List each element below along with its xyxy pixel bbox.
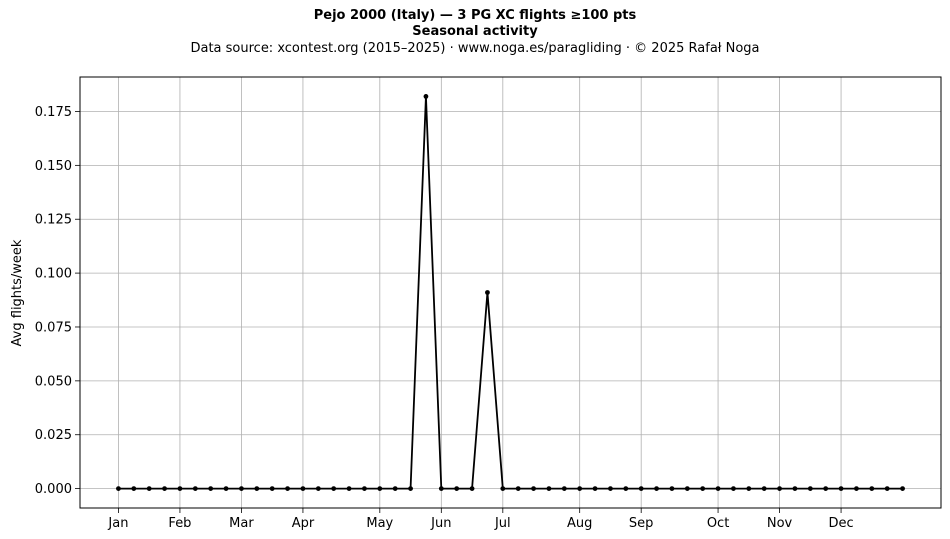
data-point — [485, 290, 490, 295]
y-tick-label: 0.125 — [35, 213, 72, 228]
data-point — [285, 486, 290, 492]
data-point — [684, 486, 690, 492]
data-point — [700, 486, 706, 492]
plot-frame — [79, 76, 942, 509]
chart-subtitle: Seasonal activity — [412, 24, 538, 39]
data-point — [346, 486, 352, 492]
x-tick-label: Apr — [292, 516, 315, 531]
data-point — [239, 486, 244, 492]
y-tick-label: 0.150 — [35, 159, 72, 174]
data-point — [315, 486, 321, 492]
series-line — [118, 95, 903, 490]
data-point — [546, 486, 552, 492]
data-point — [331, 486, 337, 492]
data-point — [162, 486, 167, 492]
data-point — [223, 486, 229, 492]
chart-title: Pejo 2000 (Italy) — 3 PG XC flights ≥100… — [313, 8, 637, 23]
data-point — [854, 486, 859, 492]
data-point — [669, 486, 675, 492]
data-point — [638, 486, 644, 492]
data-point — [900, 486, 905, 492]
data-point — [531, 486, 536, 492]
y-tick-label: 0.100 — [35, 267, 72, 282]
data-point — [623, 486, 629, 492]
data-point — [192, 486, 198, 492]
data-point — [438, 486, 444, 492]
data-point — [761, 486, 767, 492]
data-point — [515, 486, 521, 492]
y-tick-label: 0.075 — [35, 320, 72, 335]
y-tick-label: 0.025 — [35, 428, 72, 443]
data-source-note: Data source: xcontest.org (2015–2025) · … — [190, 41, 760, 56]
x-tick-label: Sep — [629, 516, 654, 531]
data-point — [869, 486, 875, 492]
x-tick-label: Jul — [494, 516, 511, 531]
data-point — [838, 486, 844, 492]
data-point — [577, 486, 583, 492]
data-point — [746, 486, 752, 492]
data-point — [208, 486, 214, 492]
x-tick-label: Aug — [567, 516, 592, 531]
axis-ticks: Jan Feb Mar Apr May Jun Jul Aug Sep Oct Nov Dec 0.00… — [35, 105, 854, 531]
x-tick-label: Feb — [168, 516, 191, 531]
data-point — [131, 486, 137, 492]
x-tick-label: Jan — [107, 516, 128, 531]
x-tick-label: May — [366, 516, 393, 531]
x-tick-label: Nov — [767, 516, 793, 531]
data-point — [177, 486, 183, 492]
data-point — [146, 486, 152, 492]
data-point — [454, 486, 460, 492]
series-layer — [116, 93, 905, 492]
x-tick-label: Jun — [430, 516, 451, 531]
chart-titles: Pejo 2000 (Italy) — 3 PG XC flights ≥100… — [0, 8, 950, 58]
data-point — [561, 486, 567, 492]
data-point — [777, 486, 782, 492]
y-axis-label: Avg flights/week — [10, 239, 25, 346]
data-point — [254, 486, 260, 492]
data-point — [269, 486, 275, 492]
data-point — [654, 486, 659, 492]
data-point — [715, 486, 721, 492]
x-tick-label: Dec — [828, 516, 853, 531]
data-point — [469, 486, 475, 492]
data-point — [807, 486, 813, 492]
data-point — [500, 486, 506, 492]
data-point — [592, 486, 598, 492]
data-point — [792, 486, 798, 492]
grid-lines — [80, 77, 941, 508]
data-point — [408, 486, 413, 492]
data-point — [300, 486, 306, 492]
data-point — [423, 93, 429, 99]
data-point — [392, 486, 398, 492]
data-point — [362, 486, 367, 492]
x-tick-label: Oct — [707, 516, 729, 531]
data-point — [731, 486, 736, 492]
y-tick-label: 0.175 — [35, 105, 72, 120]
data-point — [608, 486, 613, 492]
x-tick-label: Mar — [229, 516, 254, 531]
y-tick-label: 0.000 — [35, 482, 72, 497]
data-point — [884, 486, 890, 492]
data-point — [116, 486, 121, 492]
data-point — [377, 486, 383, 492]
data-point — [823, 486, 829, 492]
y-tick-label: 0.050 — [35, 374, 72, 389]
